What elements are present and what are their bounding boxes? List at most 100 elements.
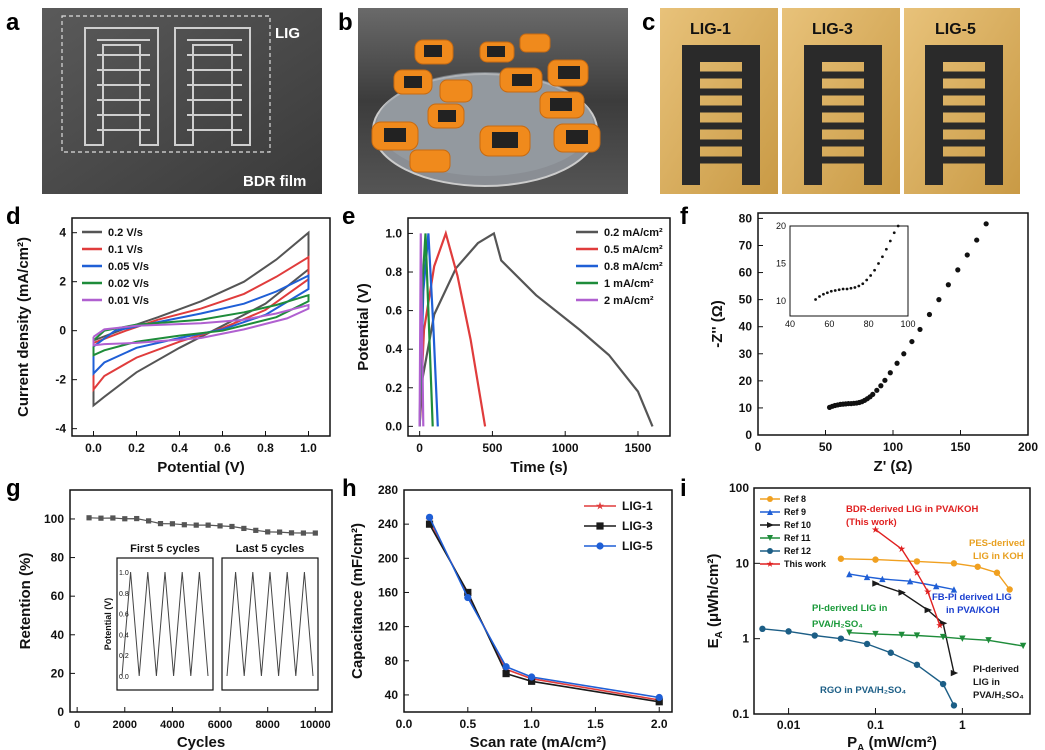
y-tick-label: 60 [739,266,753,280]
legend-label: LIG-1 [622,499,653,513]
x-tick-label: 2.0 [651,717,668,731]
photo-a: LIG BDR film [42,8,322,194]
annotation-pes1: PES-derived [969,538,1025,549]
nyquist-point [878,383,884,389]
inset-frame [116,557,214,691]
y-tick-label: 0.2 [385,381,402,395]
x-tick-label: 0.01 [777,718,801,732]
y-tick-label: 1.0 [385,226,402,240]
y-tick-label: 4 [59,226,66,240]
annotation-rgo: RGO in PVA/H₂SO₄ [820,685,907,696]
retention-point [181,522,187,528]
x-tick-label: 1.0 [523,717,540,731]
ragone-point-4 [863,640,871,648]
chart-g-cycling-retention: 0 2000 4000 6000 8000 10000 0 20 40 60 80 100 Cycles… [17,489,333,750]
panel-label-b: b [338,9,353,36]
ragone-point-3 [898,631,905,639]
x-axis-label: Time (s) [510,459,567,476]
ragone-point-0 [1006,586,1013,593]
inset-x-tick-label: 60 [824,319,834,329]
nyquist-point [882,377,888,383]
nyquist-point [974,237,980,243]
inset-point [818,295,821,298]
nyquist-point [870,391,876,397]
photo-a-label-film: BDR film [243,173,306,190]
legend-label: 0.1 V/s [108,244,143,256]
retention-point [98,515,104,521]
retention-point [122,516,128,522]
annotation-fb1: FB-PI derived LIG [932,592,1012,603]
legend-marker [595,501,605,510]
y-tick-label: 10 [739,401,753,415]
y-tick-label: 160 [378,585,398,599]
y-tick-label: 0.6 [385,304,402,318]
ragone-point-5 [913,568,921,576]
y-axis-label: Current density (mA/cm²) [15,237,32,417]
y-tick-label: 0.1 [732,707,749,721]
photo-c-label-lig5: LIG-5 [935,21,976,38]
legend-label: Ref 12 [784,546,811,556]
panel-label-d: d [6,203,21,230]
panel-label-a: a [6,9,20,36]
y-axis-label-sub: A [714,631,725,638]
y-axis-label-main: E [705,638,722,648]
y-axis-label: Potential (V) [355,283,372,371]
nyquist-point [909,338,915,345]
ragone-point-2 [872,580,880,587]
legend-label: Ref 10 [784,520,811,530]
inset-point [892,231,896,235]
inset-point [833,289,837,292]
retention-point [288,530,295,536]
ragone-point-4 [785,628,792,635]
y-axis-label: Retention (%) [17,553,34,650]
inset-point [865,278,869,282]
x-axis-label-unit: (mW/cm²) [864,734,937,750]
inset-x-tick-label: 100 [900,319,915,329]
inset-point [857,284,861,288]
inset-point [829,289,833,293]
x-tick-label: 0 [416,441,423,455]
retention-point [265,529,271,535]
annotation-pid3: PVA/H₂SO₄ [973,690,1024,701]
retention-point [312,530,318,536]
inset-gcd-cycles [121,571,209,677]
capacitance-point-LIG-5 [528,673,536,681]
inset-frame [221,557,319,691]
retention-point [193,522,199,528]
capacitance-point-LIG-3 [502,669,510,678]
annotation-fb2: in PVA/KOH [946,605,1000,616]
nyquist-point [917,326,923,333]
legend-label: 0.8 mA/cm² [604,261,663,273]
legend-label: 0.01 V/s [108,295,149,307]
x-tick-label: 0.1 [867,718,884,732]
panel-label-c: c [642,9,655,36]
retention-point [253,527,259,533]
inset-point [841,287,845,291]
y-tick-label: 0 [57,705,64,719]
y-tick-label: 0.8 [385,265,402,279]
nyquist-point [936,297,942,303]
nyquist-point [955,267,961,273]
ragone-point-4 [950,702,958,709]
x-axis-label: Potential (V) [157,459,245,476]
inset-y-tick-label: 0.0 [119,674,129,681]
x-tick-label: 100 [883,440,903,454]
y-tick-label: 70 [739,238,753,252]
chart-e-gcd-curves: 0 500 1000 1500 0.0 0.2 0.4 0.6 0.8 1.0 Time (s) Po… [355,217,671,476]
ragone-point-3 [846,629,853,636]
ragone-point-4 [759,625,766,633]
photo-a-dashed-frame [61,15,271,153]
capacitance-point-LIG-3 [425,520,434,528]
y-tick-label: -2 [55,373,66,387]
ragone-point-5 [936,621,944,629]
ragone-point-2 [950,669,959,677]
inset-y-tick-label: 0.6 [119,612,129,619]
y-tick-label: 40 [385,688,399,702]
retention-point [110,515,116,521]
retention-point [217,523,223,529]
legend-marker [767,509,773,515]
y-tick-label: 10 [736,556,750,570]
inset-point [837,288,841,292]
y-tick-label: 80 [51,551,65,565]
x-tick-label: 0 [755,440,762,454]
